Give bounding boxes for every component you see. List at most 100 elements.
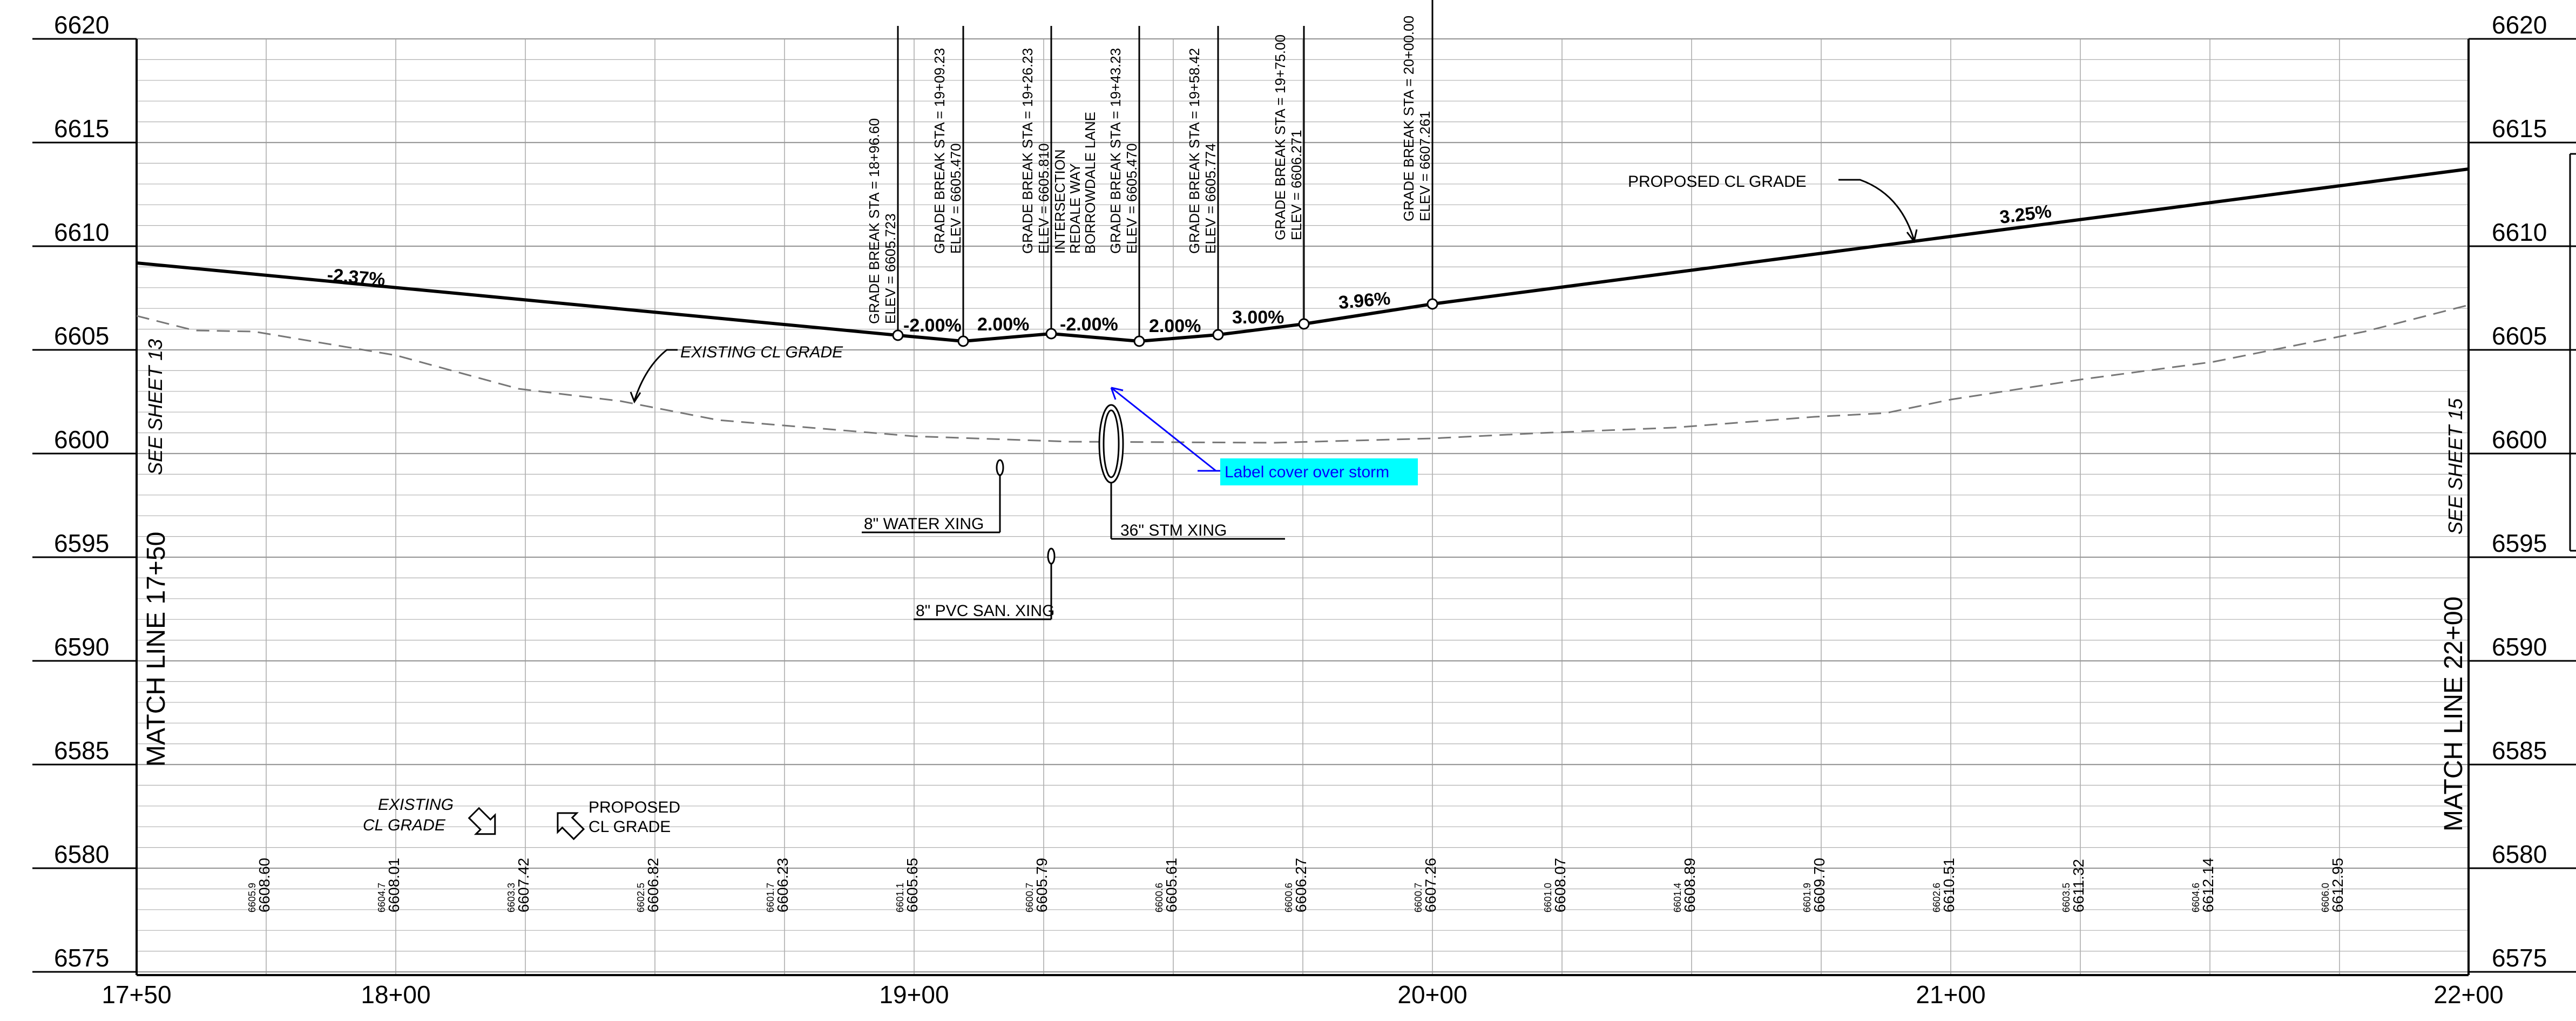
existing-elevation-value: 6600.6 — [1283, 883, 1294, 912]
storm-pipe-inner — [1103, 409, 1120, 478]
proposed-elevation-value: 6606.27 — [1293, 858, 1309, 912]
grade-break-elev: ELEV = 6605.470 — [1124, 143, 1140, 254]
water-crossing: 8" WATER XING — [862, 459, 1004, 533]
see-sheet-left-label: SEE SHEET 13 — [144, 339, 166, 475]
existing-grade-leader-arrow — [630, 391, 641, 404]
existing-grade-leader — [633, 349, 678, 401]
elev-label: 6600 — [54, 425, 109, 454]
legend-existing-line1: EXISTING — [378, 796, 454, 814]
proposed-elevation-value: 6610.51 — [1941, 858, 1957, 912]
proposed-elevation-value: 6609.70 — [1811, 858, 1828, 912]
grade-break-note: REDALE WAY — [1067, 163, 1083, 254]
water-crossing-label: 8" WATER XING — [864, 515, 984, 533]
legend-existing-arrow-icon — [468, 807, 496, 835]
match-line-right-label: MATCH LINE 22+00 — [2439, 597, 2468, 831]
station-label: 21+00 — [1916, 981, 1985, 1009]
right-edge-table-fragment — [2569, 153, 2576, 552]
sanitary-pipe-symbol — [1047, 547, 1056, 565]
existing-elevation-value: 6602.6 — [1931, 883, 1942, 912]
existing-elevation-value: 6602.5 — [635, 883, 646, 912]
grade-break-label: GRADE BREAK STA = 18+96.60 ELEV = 6605.7… — [866, 118, 898, 324]
grade-break-station: GRADE BREAK STA = 19+09.23 — [931, 48, 948, 254]
existing-elevation-value: 6604.6 — [2190, 883, 2201, 912]
elev-label: 6605 — [54, 322, 109, 350]
elev-label: 6575 — [2492, 944, 2547, 972]
legend-existing-line2: CL GRADE — [363, 816, 446, 834]
grade-break-station: GRADE BREAK STA = 19+58.42 — [1186, 48, 1202, 254]
proposed-elevation-value: 6608.60 — [256, 858, 273, 912]
grade-break-note: BORROWDALE LANE — [1082, 112, 1098, 254]
elev-label: 6595 — [54, 529, 109, 557]
existing-grade-label: EXISTING CL GRADE — [680, 343, 843, 361]
water-pipe-symbol — [996, 459, 1004, 476]
station-label: 17+50 — [102, 981, 171, 1009]
proposed-grade-leader — [1838, 179, 1915, 241]
callout-leader — [1111, 387, 1216, 472]
grade-break-markers — [892, 0, 1438, 347]
station-label: 20+00 — [1397, 981, 1467, 1009]
elev-label: 6610 — [2492, 218, 2547, 246]
proposed-elevation-value: 6612.95 — [2329, 858, 2346, 912]
grade-percent: 2.00% — [977, 314, 1029, 335]
grade-break-elev: ELEV = 6607.261 — [1417, 111, 1433, 221]
grade-break-note: INTERSECTION — [1052, 149, 1068, 254]
elev-label: 6605 — [2492, 322, 2547, 350]
proposed-elevation-value: 6612.14 — [2200, 858, 2216, 912]
legend-proposed-arrow-icon — [557, 812, 585, 841]
grade-break-label: GRADE BREAK STA = 19+43.23 ELEV = 6605.4… — [1107, 48, 1140, 254]
proposed-elevation-value: 6607.26 — [1422, 858, 1439, 912]
elev-label: 6610 — [54, 218, 109, 246]
existing-elevation-value: 6604.7 — [376, 883, 387, 912]
legend-proposed-line2: CL GRADE — [589, 818, 671, 836]
elev-label: 6580 — [54, 840, 109, 868]
grade-break-label: GRADE BREAK STA = 19+09.23 ELEV = 6605.4… — [931, 48, 964, 254]
grade-break-label: GRADE BREAK STA = 19+26.23 ELEV = 6605.8… — [1019, 48, 1098, 254]
existing-elevation-value: 6600.7 — [1024, 883, 1035, 912]
proposed-grade-label: PROPOSED CL GRADE — [1628, 173, 1807, 191]
grade-percent: 3.00% — [1232, 307, 1284, 328]
proposed-elevation-value: 6605.61 — [1163, 858, 1180, 912]
sanitary-crossing: 8" PVC SAN. XING — [914, 547, 1056, 620]
grade-percent-labels: -2.37% -2.00% 2.00% -2.00% 2.00% 3.00% 3… — [326, 201, 2052, 336]
grade-percent: -2.00% — [903, 315, 962, 336]
elev-label: 6585 — [2492, 736, 2547, 765]
grade-break-station: GRADE BREAK STA = 20+00.00 — [1401, 16, 1417, 221]
elev-label: 6620 — [2492, 11, 2547, 39]
elev-label: 6615 — [2492, 114, 2547, 143]
elev-label: 6585 — [54, 736, 109, 765]
grade-break-elev: ELEV = 6605.810 — [1036, 143, 1052, 254]
grade-break-elev: ELEV = 6605.723 — [882, 213, 898, 324]
elev-label: 6590 — [2492, 633, 2547, 661]
elevation-ticks — [32, 38, 2576, 973]
station-label: 22+00 — [2433, 981, 2503, 1009]
existing-elevation-value: 6606.0 — [2320, 883, 2331, 912]
existing-elevation-value: 6605.9 — [247, 883, 258, 912]
elev-label: 6615 — [54, 114, 109, 143]
station-label: 19+00 — [879, 981, 949, 1009]
storm-crossing-label: 36" STM XING — [1120, 522, 1227, 539]
station-label: 18+00 — [361, 981, 430, 1009]
elevation-labels-left: 6620 6615 6610 6605 6600 6595 6590 6585 … — [54, 11, 109, 972]
grade-percent: -2.00% — [1060, 314, 1118, 335]
existing-elevation-value: 6603.5 — [2061, 883, 2072, 912]
see-sheet-right-label: SEE SHEET 15 — [2444, 398, 2466, 535]
legend: EXISTING CL GRADE PROPOSED CL GRADE — [363, 796, 680, 841]
existing-elevation-value: 6601.7 — [765, 883, 776, 912]
callout-arrow-icon — [1110, 387, 1124, 400]
proposed-elevation-value: 6607.42 — [515, 858, 532, 912]
